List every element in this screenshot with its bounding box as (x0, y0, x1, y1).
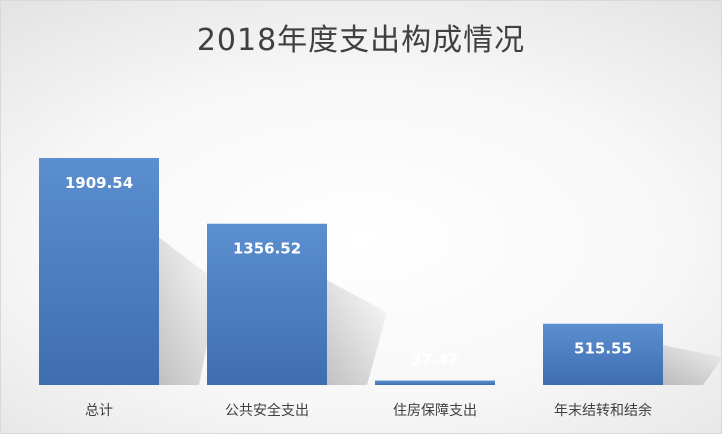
chart-title: 2018年度支出构成情况 (196, 23, 526, 58)
x-tick-label: 住房保障支出 (393, 403, 477, 419)
bar-1 (39, 158, 159, 385)
bar-4 (543, 323, 663, 385)
bar-shadow (663, 345, 721, 385)
bar-3 (375, 380, 495, 385)
bar-shadow (159, 237, 219, 385)
data-label: 1356.52 (233, 240, 301, 258)
x-tick-label: 公共安全支出 (225, 402, 309, 419)
bar-shadow (327, 280, 387, 385)
x-tick-label: 年末结转和结余 (554, 402, 652, 419)
x-tick-label: 总计 (85, 403, 113, 419)
bar-2 (207, 223, 327, 385)
data-label: 37.47 (411, 351, 458, 369)
data-label: 515.55 (574, 340, 632, 358)
data-label: 1909.54 (65, 174, 133, 192)
